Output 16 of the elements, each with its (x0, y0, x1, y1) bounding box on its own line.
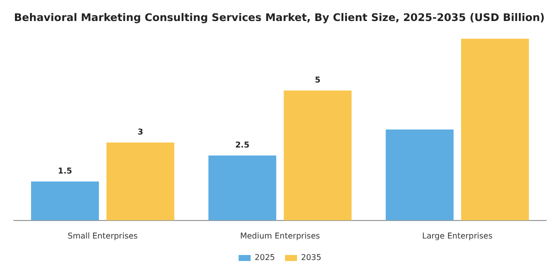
bar (386, 130, 454, 220)
legend-label: 2025 (254, 253, 275, 262)
x-tick-label: Small Enterprises (68, 231, 138, 240)
x-tick-label: Medium Enterprises (240, 231, 320, 240)
bar (284, 90, 352, 220)
data-label: 1.5 (58, 166, 73, 176)
bar (31, 181, 99, 220)
legend-label: 2035 (301, 253, 322, 262)
data-label: 3 (138, 128, 144, 137)
data-label: 5 (314, 76, 321, 85)
chart-title: Behavioral Marketing Consulting Services Market, By Client Size, 2025-2035 (USD Billion) (14, 12, 545, 24)
bar (461, 38, 529, 220)
data-label: 2.5 (235, 140, 250, 150)
x-tick-label: Large Enterprises (422, 231, 493, 240)
bar (106, 142, 174, 220)
bar (208, 155, 276, 220)
